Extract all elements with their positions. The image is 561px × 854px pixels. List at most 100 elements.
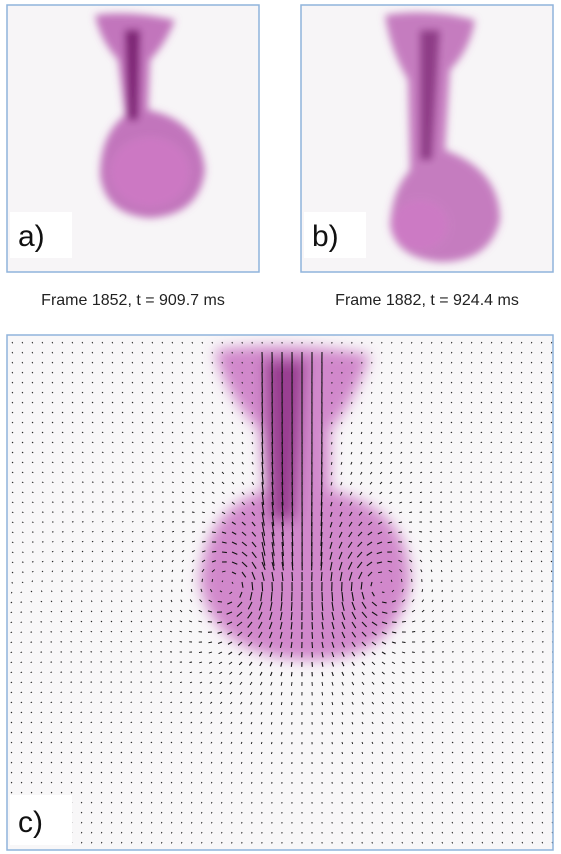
vector-arrow	[247, 601, 253, 610]
vector-arrow	[141, 461, 144, 464]
vector-arrow	[361, 601, 367, 609]
vector-arrow	[110, 731, 113, 734]
vector-arrow	[141, 441, 144, 444]
vector-arrow	[390, 381, 393, 384]
vector-arrow	[31, 471, 34, 474]
vector-arrow	[481, 711, 484, 714]
vector-arrow	[421, 751, 424, 754]
vector-arrow	[500, 431, 503, 434]
vector-arrow	[531, 791, 534, 794]
vector-arrow	[361, 721, 364, 725]
vector-arrow	[91, 351, 94, 354]
vector-arrow	[550, 541, 553, 543]
vector-arrow	[141, 451, 144, 454]
vector-arrow	[480, 401, 483, 404]
vector-arrow	[330, 471, 333, 476]
vector-arrow	[180, 801, 183, 804]
vector-arrow	[470, 560, 473, 563]
vector-arrow	[521, 821, 524, 824]
vector-arrow	[371, 781, 374, 784]
vector-arrow	[50, 781, 53, 784]
vector-arrow	[431, 721, 434, 724]
vector-arrow	[511, 630, 514, 633]
vector-arrow	[31, 341, 34, 344]
vector-arrow	[369, 491, 373, 495]
vector-arrow	[550, 401, 553, 404]
vector-arrow	[50, 741, 53, 744]
vector-arrow	[460, 441, 463, 444]
vector-arrow	[311, 631, 314, 639]
vector-arrow	[490, 540, 493, 543]
vector-arrow	[501, 640, 504, 643]
vector-arrow	[51, 411, 54, 414]
vector-arrow	[11, 471, 14, 474]
vector-arrow	[171, 431, 174, 434]
vector-arrow	[411, 599, 415, 603]
vector-arrow	[261, 401, 264, 414]
vector-arrow	[371, 611, 378, 617]
vector-arrow	[241, 451, 244, 455]
vector-arrow	[51, 381, 54, 384]
vector-arrow	[30, 711, 33, 714]
vector-arrow	[410, 381, 413, 384]
vector-arrow	[11, 551, 14, 554]
vector-arrow	[510, 381, 513, 384]
vector-arrow	[470, 540, 473, 543]
vector-arrow	[470, 411, 473, 414]
vector-arrow	[329, 551, 333, 560]
vector-arrow	[550, 570, 553, 573]
vector-arrow	[230, 721, 233, 725]
vector-arrow	[40, 721, 43, 724]
vector-arrow	[471, 630, 474, 633]
vector-arrow	[391, 801, 394, 804]
vector-arrow	[348, 521, 353, 527]
vector-arrow	[189, 691, 193, 694]
vector-arrow	[181, 381, 184, 384]
vector-arrow	[261, 481, 265, 495]
vector-arrow	[500, 351, 503, 354]
vector-arrow	[121, 401, 124, 404]
vector-arrow	[91, 441, 94, 444]
vector-arrow	[421, 589, 424, 593]
vector-arrow	[70, 701, 73, 704]
vector-arrow	[200, 761, 203, 764]
vector-arrow	[440, 371, 443, 374]
vector-arrow	[341, 741, 344, 745]
vector-arrow	[100, 711, 103, 714]
vector-arrow	[371, 741, 374, 745]
vector-arrow	[100, 640, 103, 643]
vector-arrow	[171, 569, 174, 573]
vector-arrow	[210, 781, 213, 784]
vector-arrow	[390, 371, 393, 374]
vector-arrow	[170, 691, 173, 694]
vector-arrow	[110, 751, 113, 754]
vector-arrow	[480, 411, 483, 414]
vector-arrow	[490, 530, 493, 533]
vector-arrow	[471, 610, 474, 613]
vector-arrow	[71, 570, 74, 573]
vector-arrow	[211, 560, 216, 563]
vector-arrow	[480, 371, 483, 374]
vector-arrow	[531, 821, 534, 824]
vector-arrow	[351, 621, 357, 629]
vector-arrow	[379, 481, 383, 485]
vector-arrow	[281, 491, 284, 506]
vector-arrow	[201, 550, 206, 553]
vector-arrow	[191, 341, 194, 344]
vector-arrow	[140, 831, 143, 834]
vector-arrow	[421, 761, 424, 764]
vector-arrow	[291, 521, 294, 537]
vector-arrow	[420, 451, 423, 454]
vector-arrow	[501, 751, 504, 754]
vector-arrow	[461, 741, 464, 744]
vector-arrow	[500, 550, 503, 553]
vector-arrow	[409, 481, 413, 484]
vector-arrow	[221, 361, 223, 364]
vector-arrow	[441, 741, 444, 744]
vector-arrow	[510, 391, 513, 394]
vector-arrow	[501, 801, 504, 804]
vector-arrow	[541, 691, 544, 693]
vector-arrow	[110, 610, 113, 613]
vector-arrow	[190, 801, 193, 804]
vector-arrow	[81, 351, 84, 354]
